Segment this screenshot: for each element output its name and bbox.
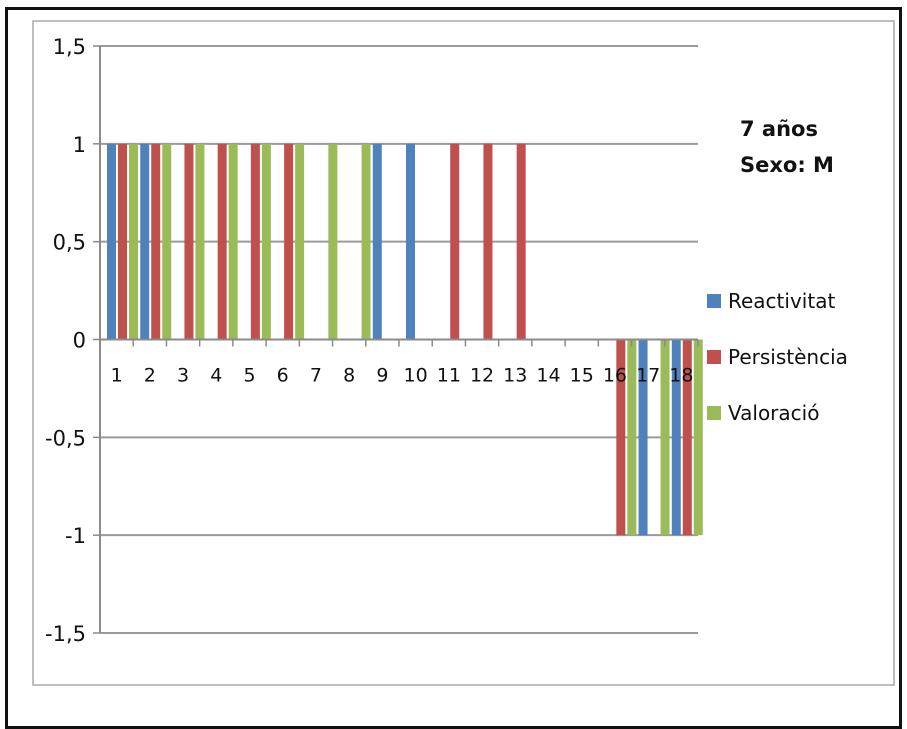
y-axis: 1,5 1 0,5 0 -0,5 -1 -1,5 [45, 35, 100, 646]
y-tick-label: 0,5 [53, 231, 86, 255]
bar-valoraci--3 [195, 143, 205, 340]
y-tick-label: 1,5 [53, 35, 86, 59]
bar-persist-ncia-1 [118, 143, 127, 340]
bar-valoraci--7 [328, 143, 338, 340]
bar-valoraci--8 [361, 143, 371, 340]
x-tick-label: 6 [277, 365, 289, 387]
legend-swatch-1 [707, 350, 721, 364]
bar-persist-ncia-12 [483, 143, 493, 340]
x-axis: 1 2 3 4 5 6 7 8 9 10 11 12 13 14 15 16 17 18 [99, 339, 699, 387]
x-tick-label: 2 [144, 365, 156, 387]
legend-label-1: Persistència [728, 345, 848, 369]
bar-persist-ncia-18 [682, 339, 692, 536]
bar-reactivitat-10 [406, 143, 415, 340]
bars [107, 143, 703, 536]
legend-swatch-2 [707, 406, 721, 420]
bar-reactivitat-2 [140, 143, 150, 340]
bar-reactivitat-18 [671, 339, 681, 536]
bar-reactivitat-1 [107, 143, 116, 340]
bar-reactivitat-17 [638, 339, 648, 536]
bar-valoraci--16 [627, 339, 637, 536]
x-tick-label: 3 [177, 365, 189, 387]
x-tick-label: 9 [376, 365, 388, 387]
bar-persist-ncia-11 [450, 143, 460, 340]
x-tick-label: 1 [111, 365, 123, 387]
annotation: 7 años Sexo: M [740, 117, 834, 177]
x-tick-label: 10 [404, 365, 428, 387]
x-tick-label: 12 [470, 365, 494, 387]
bar-persist-ncia-4 [217, 143, 227, 340]
x-tick-label: 7 [310, 365, 322, 387]
bar-persist-ncia-3 [184, 143, 194, 340]
bar-valoraci--2 [162, 143, 172, 340]
bar-valoraci--6 [295, 143, 305, 340]
bar-valoraci--17 [660, 339, 670, 536]
bar-valoraci--5 [261, 143, 271, 340]
x-tick-label: 15 [570, 365, 594, 387]
bar-valoraci--4 [228, 143, 238, 340]
x-tick-label: 16 [603, 365, 627, 387]
x-tick-label: 11 [437, 365, 461, 387]
bar-reactivitat-9 [372, 143, 382, 340]
legend-swatch-0 [707, 294, 721, 308]
bar-persist-ncia-16 [616, 339, 626, 536]
bar-valoraci--1 [129, 143, 138, 340]
y-tick-label: 0 [73, 329, 86, 353]
y-tick-label: -0,5 [45, 426, 86, 450]
bar-persist-ncia-13 [516, 143, 526, 340]
y-tick-label: -1,5 [45, 622, 86, 646]
legend: Reactivitat Persistència Valoració [707, 289, 848, 425]
bar-persist-ncia-6 [284, 143, 294, 340]
page-frame [5, 7, 902, 729]
x-tick-label: 4 [210, 365, 222, 387]
x-tick-label: 17 [636, 365, 660, 387]
y-tick-label: 1 [73, 133, 86, 157]
chart-border [32, 20, 895, 686]
x-tick-label: 5 [243, 365, 255, 387]
annotation-line-1: 7 años [740, 117, 818, 141]
legend-label-0: Reactivitat [728, 289, 835, 313]
bar-persist-ncia-5 [250, 143, 260, 340]
x-tick-label: 14 [536, 365, 560, 387]
annotation-line-2: Sexo: M [740, 153, 834, 177]
y-tick-label: -1 [65, 524, 86, 548]
x-tick-label: 13 [503, 365, 527, 387]
legend-label-2: Valoració [728, 401, 819, 425]
bar-persist-ncia-2 [151, 143, 161, 340]
bar-valoraci--18 [693, 339, 703, 536]
x-tick-label: 8 [343, 365, 355, 387]
x-tick-label: 18 [669, 365, 693, 387]
